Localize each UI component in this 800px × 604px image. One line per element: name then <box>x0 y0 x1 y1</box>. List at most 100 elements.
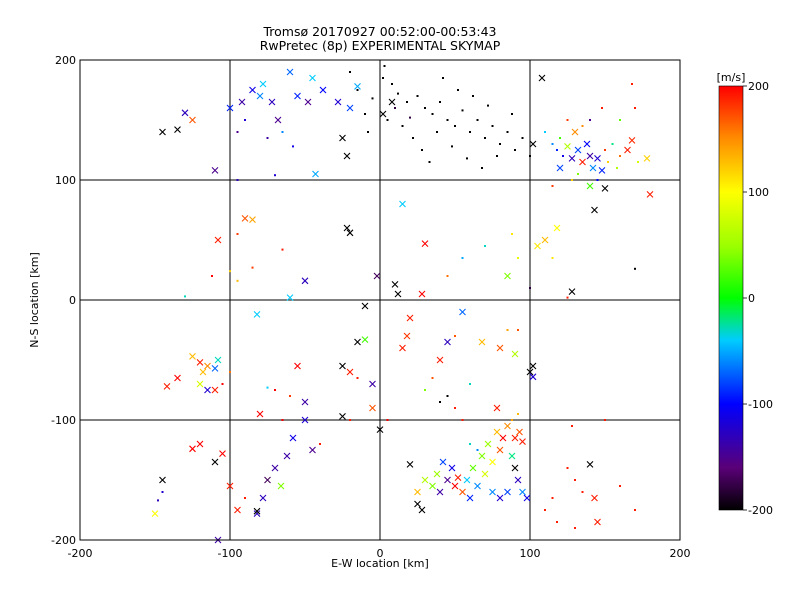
data-point-cross <box>289 434 297 442</box>
data-point-dot <box>604 149 606 151</box>
data-point-cross <box>496 446 504 454</box>
x-tick-label: 0 <box>377 547 384 560</box>
data-point-dot <box>481 167 483 169</box>
data-point-cross <box>529 373 537 381</box>
data-point-cross <box>474 482 481 490</box>
data-point-cross <box>538 74 546 82</box>
x-tick-labels: -200 -100 0 100 200 <box>68 547 691 560</box>
data-point-cross <box>346 368 354 376</box>
data-point-cross <box>196 440 204 448</box>
data-point-cross <box>151 510 159 517</box>
data-point-cross <box>478 338 486 346</box>
data-point-dot <box>236 179 239 181</box>
data-point-cross <box>277 482 285 490</box>
data-point-dot <box>566 467 569 469</box>
data-point-cross <box>403 332 411 340</box>
data-point-dot <box>221 383 224 385</box>
data-point-cross <box>643 155 651 162</box>
data-point-dot <box>581 491 584 493</box>
data-point-dot <box>577 173 579 175</box>
data-point-dot <box>506 329 509 331</box>
data-point-dot <box>454 407 456 409</box>
data-point-cross <box>181 109 189 117</box>
data-point-dot <box>424 389 426 391</box>
data-point-dot <box>604 419 606 421</box>
data-point-cross <box>259 80 267 88</box>
colorbar <box>719 86 743 510</box>
data-point-cross <box>312 170 319 178</box>
data-point-cross <box>159 128 166 136</box>
data-point-cross <box>379 110 387 118</box>
data-point-dot <box>556 149 558 151</box>
data-point-cross <box>514 476 522 484</box>
data-point-cross <box>274 116 282 124</box>
data-point-cross <box>594 155 601 162</box>
data-point-dot <box>281 248 284 251</box>
data-point-cross <box>504 272 511 280</box>
data-point-cross <box>504 422 511 430</box>
data-point-dot <box>451 145 453 148</box>
data-point-cross <box>414 488 421 496</box>
grid-lines <box>80 60 680 540</box>
data-point-cross <box>219 450 226 457</box>
data-point-dot <box>544 131 546 133</box>
data-point-dot <box>409 116 411 119</box>
data-point-cross <box>478 452 486 460</box>
data-point-cross <box>406 314 414 322</box>
data-point-cross <box>541 236 549 244</box>
data-point-cross <box>204 362 211 370</box>
data-point-cross <box>448 464 456 472</box>
data-point-dot <box>416 95 419 97</box>
data-point-cross <box>163 383 171 390</box>
data-point-dot <box>394 107 396 109</box>
data-point-dot <box>386 119 389 121</box>
data-point-dot <box>428 161 431 163</box>
data-point-dot <box>506 131 509 133</box>
data-point-dot <box>274 174 276 177</box>
data-point-dot <box>161 491 164 493</box>
plot-frame <box>79 59 681 541</box>
data-point-dot <box>446 395 449 397</box>
data-point-cross <box>369 380 376 388</box>
data-point-cross <box>508 452 516 460</box>
data-point-dot <box>457 89 459 91</box>
y-tick-labels: -200 -100 0 100 200 <box>51 54 76 547</box>
x-tick-label: 200 <box>670 547 691 560</box>
data-point-dot <box>551 257 554 259</box>
data-point-cross <box>433 470 441 478</box>
data-point-cross <box>196 380 204 388</box>
velocity-points <box>151 65 654 544</box>
data-point-dot <box>244 119 246 121</box>
data-point-dot <box>266 386 269 389</box>
data-point-cross <box>499 434 507 442</box>
data-point-cross <box>211 386 219 394</box>
data-point-cross <box>271 464 279 472</box>
data-point-cross <box>301 277 309 285</box>
data-point-dot <box>406 101 408 103</box>
data-point-cross <box>189 445 196 453</box>
data-point-cross <box>586 152 594 160</box>
data-point-cross <box>199 368 207 376</box>
data-point-dot <box>619 155 621 157</box>
data-point-cross <box>234 506 241 514</box>
data-point-cross <box>628 137 636 144</box>
data-point-dot <box>484 245 486 247</box>
y-tick-label: 0 <box>69 294 76 307</box>
data-point-dot <box>571 425 573 427</box>
data-point-cross <box>574 146 582 154</box>
data-point-dot <box>514 149 516 151</box>
data-point-dot <box>581 125 584 127</box>
colorbar-label: [m/s] <box>717 71 746 84</box>
data-point-cross <box>583 140 591 148</box>
data-point-dot <box>439 101 441 103</box>
data-point-cross <box>526 368 534 376</box>
data-point-cross <box>174 374 181 382</box>
x-tick-label: -200 <box>68 547 93 560</box>
data-point-cross <box>286 294 294 301</box>
data-point-cross <box>189 353 196 360</box>
data-point-dot <box>266 137 269 139</box>
data-point-dot <box>556 521 558 523</box>
y-tick-label: 200 <box>55 54 76 67</box>
data-point-dot <box>439 401 441 403</box>
